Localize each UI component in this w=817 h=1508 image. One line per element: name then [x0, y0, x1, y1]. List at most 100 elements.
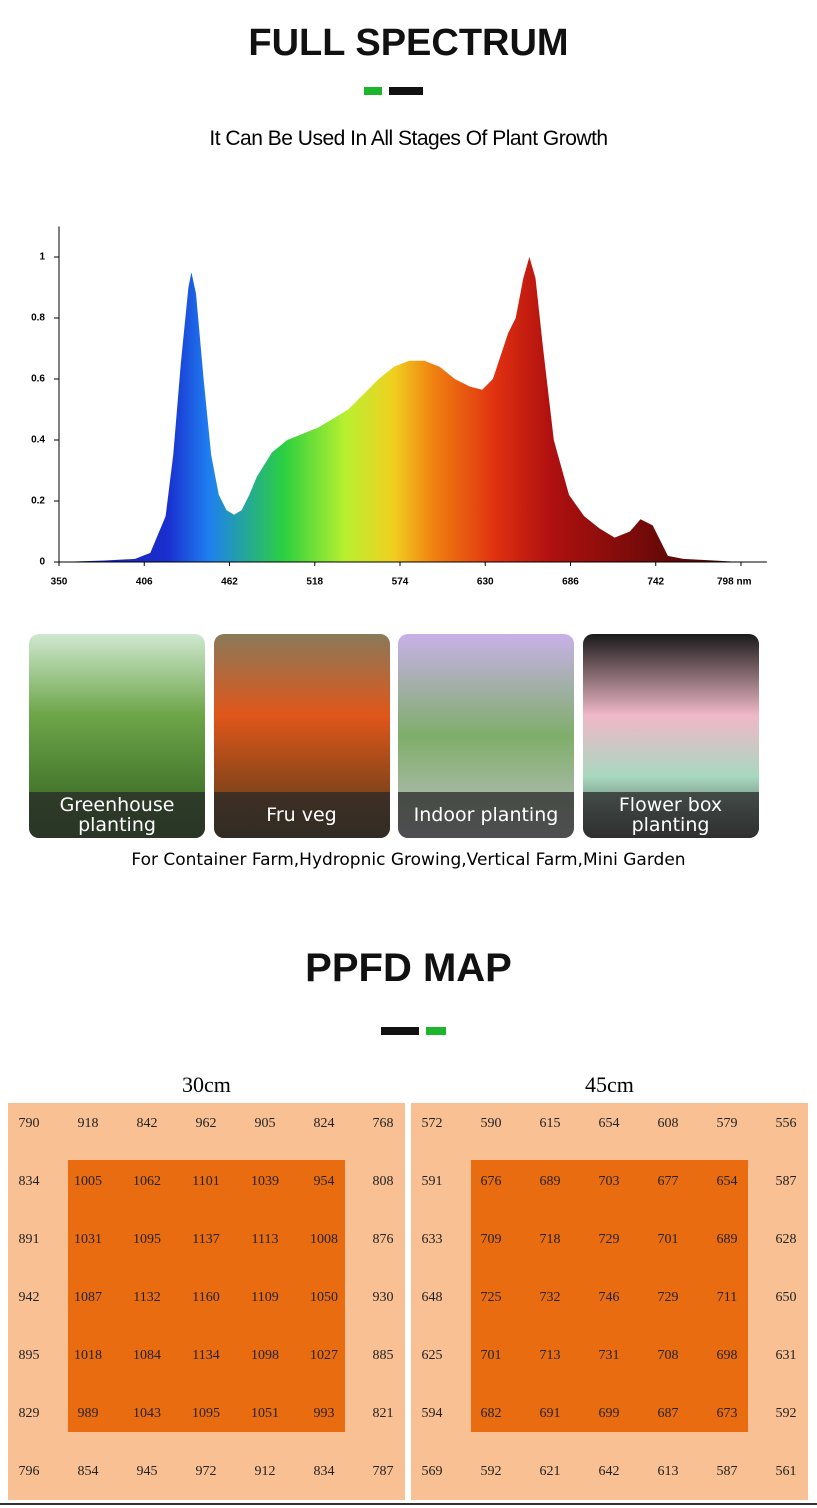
ppfd-value: 1132 — [133, 1290, 161, 1305]
ppfd-value: 834 — [313, 1464, 335, 1479]
map-title: 30cm — [182, 1072, 231, 1097]
ppfd-value: 824 — [313, 1116, 335, 1131]
x-tick-label: 798 nm — [717, 577, 752, 588]
core-zone — [68, 1160, 345, 1432]
application-card: Indoor planting — [398, 634, 574, 838]
core-zone — [471, 1160, 748, 1432]
subtitle: It Can Be Used In All Stages Of Plant Gr… — [209, 127, 608, 150]
ppfd-value: 1084 — [133, 1348, 161, 1363]
caption: For Container Farm,Hydropnic Growing,Ver… — [131, 850, 686, 870]
ppfd-value: 631 — [775, 1348, 797, 1363]
ppfd-value: 677 — [657, 1174, 679, 1189]
x-tick-label: 742 — [647, 577, 664, 588]
ppfd-value: 725 — [480, 1290, 502, 1305]
ppfd-value: 787 — [372, 1464, 394, 1479]
ppfd-value: 689 — [539, 1174, 561, 1189]
ppfd-value: 654 — [598, 1116, 620, 1131]
ppfd-value: 590 — [480, 1116, 502, 1131]
ppfd-title: PPFD MAP — [305, 946, 512, 990]
ppfd-value: 1160 — [192, 1290, 220, 1305]
ppfd-value: 732 — [539, 1290, 561, 1305]
ppfd-value: 608 — [657, 1116, 679, 1131]
ppfd-value: 790 — [18, 1116, 40, 1131]
ppfd-value: 829 — [18, 1406, 40, 1421]
ppfd-value: 633 — [421, 1232, 443, 1247]
ppfd-value: 572 — [421, 1116, 443, 1131]
ppfd-value: 709 — [480, 1232, 502, 1247]
ppfd-value: 854 — [77, 1464, 99, 1479]
y-tick-label: 0.8 — [31, 313, 45, 324]
ppfd-value: 1051 — [251, 1406, 279, 1421]
ppfd-value: 1062 — [133, 1174, 161, 1189]
ppfd-value: 808 — [372, 1174, 394, 1189]
ppfd-value: 682 — [480, 1406, 502, 1421]
ppfd-value: 912 — [254, 1464, 276, 1479]
ppfd-value: 587 — [716, 1464, 738, 1479]
ppfd-value: 1098 — [251, 1348, 279, 1363]
ppfd-value: 942 — [18, 1290, 40, 1305]
y-tick-label: 0 — [39, 557, 45, 568]
spectrum-chart: 0 0.2 0.4 0.6 0.8 1 350 406 462 518 574 630 686 742 79… — [31, 226, 767, 588]
application-card: Flower box planting — [582, 634, 759, 838]
map-title: 45cm — [585, 1072, 634, 1097]
ppfd-value: 930 — [372, 1290, 394, 1305]
application-label: Greenhouse planting — [29, 792, 205, 838]
ppfd-value: 687 — [657, 1406, 679, 1421]
ppfd-value: 1027 — [310, 1348, 338, 1363]
ppfd-value: 1109 — [251, 1290, 279, 1305]
application-card: Greenhouse planting — [29, 634, 205, 838]
ppfd-value: 1087 — [74, 1290, 102, 1305]
ppfd-value: 711 — [716, 1290, 738, 1305]
y-tick-label: 0.6 — [31, 374, 45, 385]
ppfd-value: 615 — [539, 1116, 561, 1131]
ppfd-value: 972 — [195, 1464, 217, 1479]
x-tick-label: 462 — [221, 577, 238, 588]
ppfd-value: 621 — [539, 1464, 561, 1479]
ppfd-value: 895 — [18, 1348, 40, 1363]
ppfd-value: 625 — [421, 1348, 443, 1363]
ppfd-value: 701 — [480, 1348, 502, 1363]
ppfd-value: 592 — [480, 1464, 502, 1479]
y-tick-label: 1 — [39, 252, 45, 263]
x-tick-label: 686 — [562, 577, 579, 588]
ppfd-value: 713 — [539, 1348, 561, 1363]
ppfd-value: 1039 — [251, 1174, 279, 1189]
ppfd-value: 1043 — [133, 1406, 161, 1421]
spectrum-area — [59, 257, 741, 562]
ppfd-value: 768 — [372, 1116, 394, 1131]
ppfd-value: 676 — [480, 1174, 502, 1189]
title: FULL SPECTRUM — [248, 22, 569, 64]
ppfd-value: 729 — [598, 1232, 620, 1247]
ppfd-value: 673 — [716, 1406, 738, 1421]
ppfd-value: 698 — [716, 1348, 738, 1363]
ppfd-value: 569 — [421, 1464, 443, 1479]
ppfd-value: 1113 — [251, 1232, 279, 1247]
ppfd-value: 613 — [657, 1464, 679, 1479]
ppfd-value: 689 — [716, 1232, 738, 1247]
ppfd-value: 556 — [775, 1116, 797, 1131]
ppfd-value: 699 — [598, 1406, 620, 1421]
ppfd-value: 579 — [716, 1116, 738, 1131]
ppfd-value: 891 — [18, 1232, 40, 1247]
ppfd-value: 954 — [313, 1174, 335, 1189]
ppfd-value: 628 — [775, 1232, 797, 1247]
ppfd-value: 1137 — [192, 1232, 220, 1247]
ppfd-value: 746 — [598, 1290, 620, 1305]
ppfd-value: 561 — [775, 1464, 797, 1479]
y-tick-label: 0.4 — [31, 435, 45, 446]
application-card: Fru veg — [213, 634, 390, 838]
deco — [426, 1027, 446, 1035]
ppfd-value: 1134 — [192, 1348, 220, 1363]
ppfd-value: 592 — [775, 1406, 797, 1421]
ppfd-value: 654 — [716, 1174, 738, 1189]
ppfd-value: 1095 — [133, 1232, 161, 1247]
ppfd-grid: 790 918 842 962 905 824 768 834 1005 1062 1101 1039… — [8, 1103, 405, 1500]
ppfd-value: 1050 — [310, 1290, 338, 1305]
ppfd-value: 945 — [136, 1464, 158, 1479]
deco — [381, 1027, 419, 1035]
ppfd-value: 989 — [77, 1406, 99, 1421]
ppfd-value: 962 — [195, 1116, 217, 1131]
deco — [389, 87, 423, 95]
application-label: Fru veg — [213, 792, 390, 838]
